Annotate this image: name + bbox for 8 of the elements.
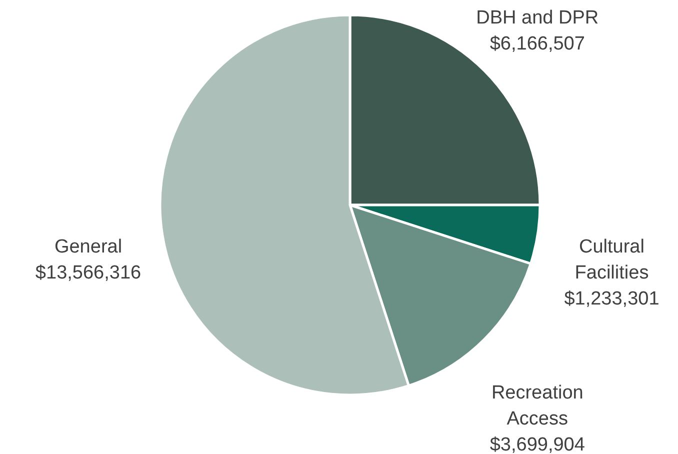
- slice-label: Recreation Access: [491, 382, 584, 430]
- data-label: $1,233,301: [564, 288, 660, 310]
- data-label: $3,699,904: [490, 434, 586, 454]
- data-label: $13,566,316: [35, 262, 142, 284]
- data-label: $6,166,507: [490, 34, 585, 55]
- slice-label: DBH and DPR: [476, 8, 599, 29]
- slice-label: General: [54, 236, 122, 258]
- slice-label: Cultural Facilities: [574, 236, 649, 284]
